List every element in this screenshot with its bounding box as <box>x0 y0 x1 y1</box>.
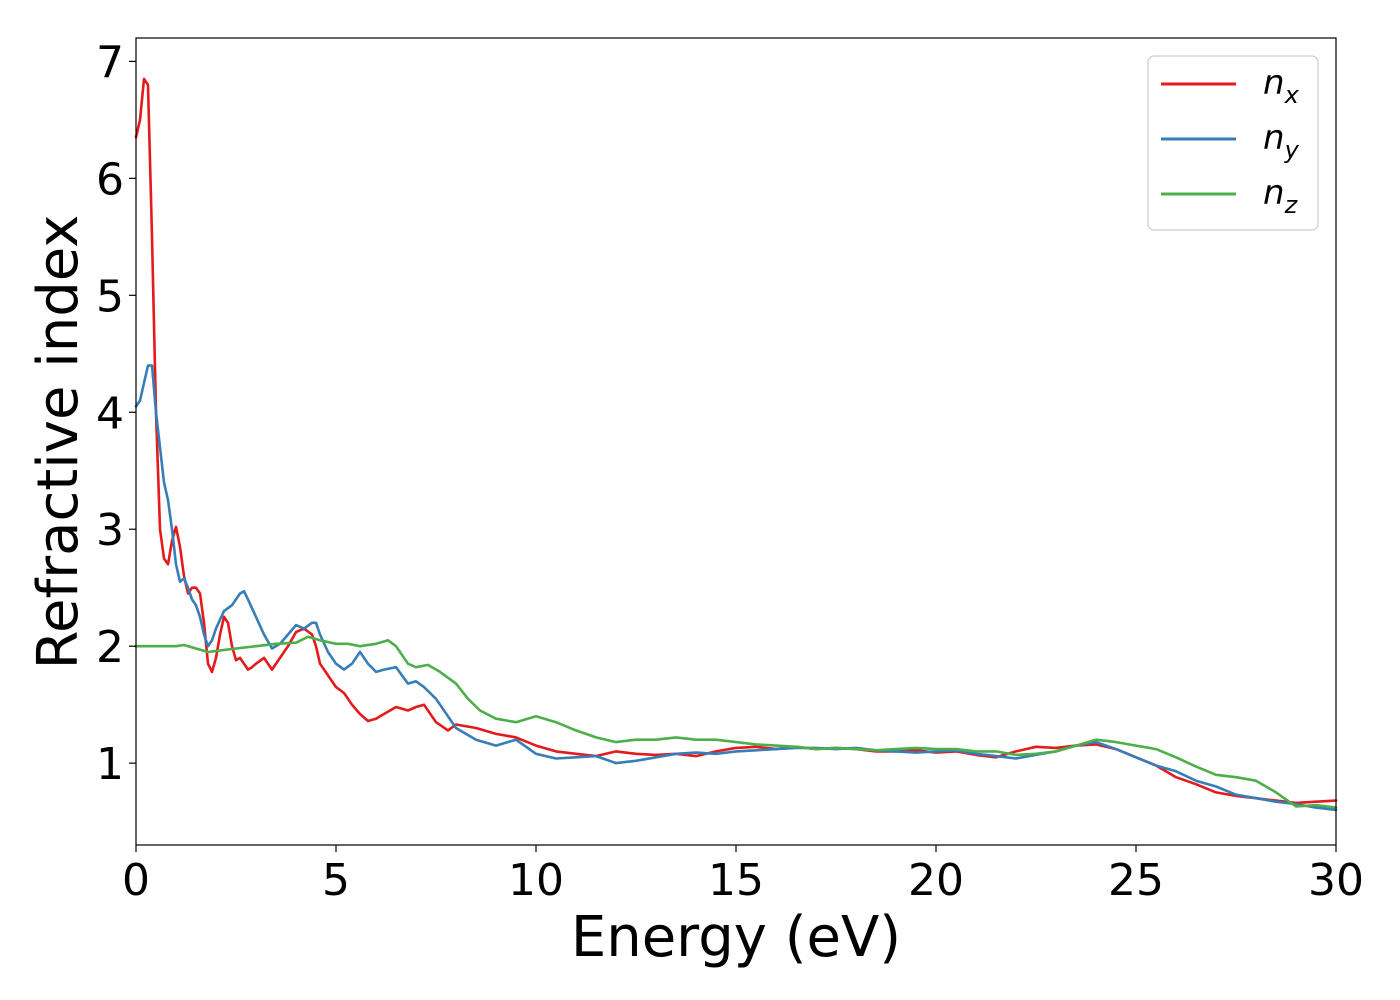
y-tick-label: 1 <box>96 739 124 790</box>
y-tick-label: 2 <box>96 622 124 673</box>
series-line-y <box>134 364 1338 812</box>
y-axis: 1 2 3 4 5 6 7 <box>96 37 136 790</box>
y-tick-label: 7 <box>96 37 124 88</box>
plot-area <box>134 77 1338 812</box>
x-tick-label: 30 <box>1308 855 1364 906</box>
y-tick-label: 3 <box>96 505 124 556</box>
x-tick-label: 5 <box>322 855 350 906</box>
x-axis-title: Energy (eV) <box>571 905 901 970</box>
legend-label-y: ny <box>1263 118 1300 164</box>
legend-box <box>1147 55 1319 231</box>
legend-label-z: nz <box>1263 173 1299 219</box>
x-tick-label: 15 <box>708 855 764 906</box>
y-tick-label: 5 <box>96 271 124 322</box>
series-line-z <box>134 635 1338 809</box>
y-axis-title: Refractive index <box>26 215 91 670</box>
y-tick-label: 6 <box>96 154 124 205</box>
x-tick-label: 20 <box>908 855 964 906</box>
x-axis: 0 5 10 15 20 25 30 <box>122 845 1364 906</box>
x-tick-label: 10 <box>508 855 564 906</box>
legend-label-x: nx <box>1263 63 1300 109</box>
x-tick-label: 0 <box>122 855 150 906</box>
x-tick-label: 25 <box>1108 855 1164 906</box>
y-tick-label: 4 <box>96 388 124 439</box>
legend: nx ny nz <box>1147 55 1319 231</box>
